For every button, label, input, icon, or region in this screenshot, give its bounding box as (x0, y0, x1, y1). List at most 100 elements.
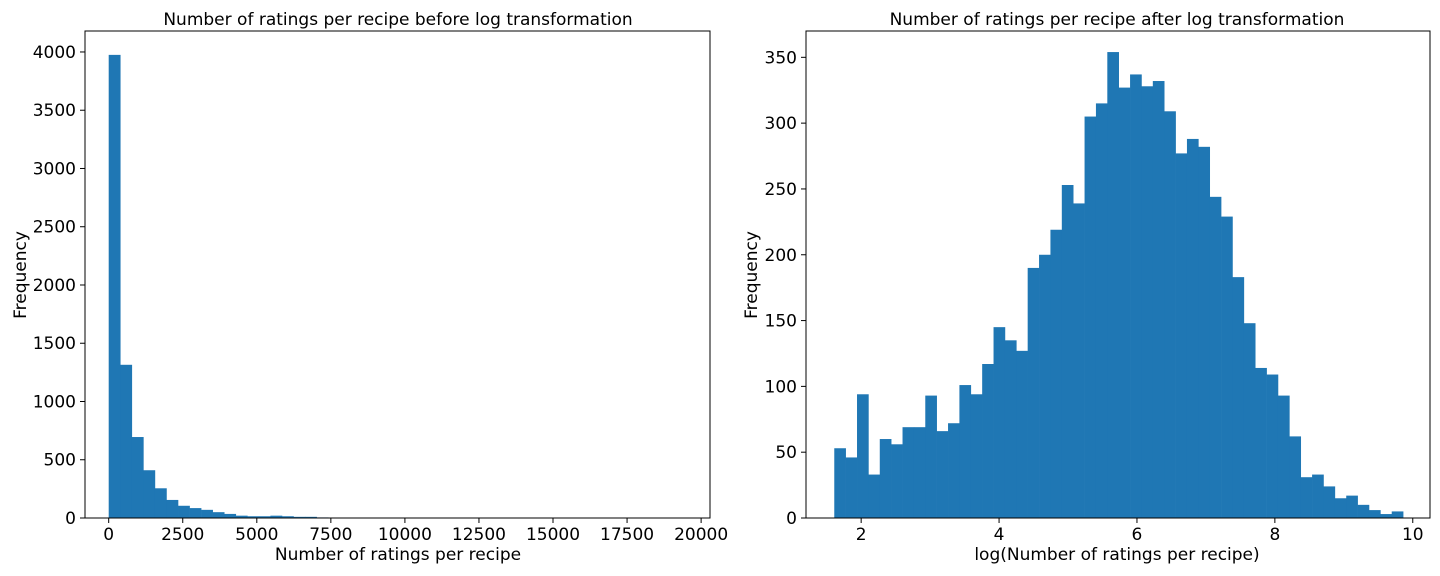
histogram-bar (891, 444, 903, 518)
histogram-bar (936, 431, 949, 518)
histogram-bar (1277, 395, 1290, 518)
y-tick-label: 350 (765, 48, 797, 68)
histogram-bar (902, 427, 915, 518)
histogram-bar (247, 516, 260, 518)
histogram-bar (1107, 52, 1119, 519)
x-tick-label: 2 (856, 525, 867, 545)
x-axis-label: Number of ratings per recipe (275, 545, 521, 565)
y-tick-label: 50 (775, 443, 797, 463)
x-axis-ticks: 2 4 6 8 10 (856, 518, 1424, 545)
y-tick-label: 300 (765, 114, 797, 134)
plot-frame (805, 30, 1431, 519)
histogram-bar (1243, 323, 1256, 518)
histogram-bar (224, 513, 237, 518)
histogram-bar (913, 427, 926, 518)
histogram-bar (258, 516, 271, 518)
histogram-bar (868, 474, 881, 518)
x-tick-label: 8 (1269, 525, 1280, 545)
histogram-bar (1346, 495, 1358, 518)
histogram-bar (1073, 203, 1085, 519)
histogram-bar (120, 364, 133, 518)
x-tick-label: 20000 (674, 525, 728, 545)
x-tick-label: 4 (994, 525, 1005, 545)
histogram-bar (1095, 103, 1108, 518)
histogram-before-log: Number of ratings per recipe before log … (11, 10, 728, 565)
histogram-bar (993, 327, 1006, 518)
histogram-bar (1266, 374, 1279, 518)
histogram-bar (1050, 229, 1063, 518)
y-tick-label: 2000 (33, 276, 76, 296)
histogram-bar (1061, 185, 1074, 518)
x-axis-ticks: 0 2500 5000 7500 10000 12500 15000 17500 20000 (103, 518, 728, 545)
histogram-bar (1221, 216, 1233, 518)
histogram-bar (1289, 436, 1302, 518)
y-axis-ticks: 0 50 100 150 200 250 300 350 (765, 48, 806, 529)
y-tick-label: 0 (786, 509, 797, 529)
x-tick-label: 6 (1132, 525, 1143, 545)
histogram-bar (1368, 510, 1381, 518)
histogram-bar (959, 385, 972, 518)
histogram-bar (1198, 146, 1211, 518)
y-tick-label: 2500 (33, 218, 76, 238)
histogram-bar (1312, 474, 1324, 518)
x-tick-label: 7500 (309, 525, 352, 545)
histogram-bar (1016, 350, 1028, 518)
y-axis-label: Frequency (742, 231, 762, 319)
histogram-bar (1334, 498, 1347, 518)
histogram-bar (270, 515, 283, 518)
y-tick-label: 1500 (33, 334, 76, 354)
histogram-bar (1118, 87, 1131, 518)
histogram-bar (235, 515, 248, 518)
histogram-bar (1004, 340, 1017, 518)
histogram-bar (305, 516, 317, 518)
x-tick-label: 17500 (600, 525, 654, 545)
y-tick-label: 500 (44, 451, 76, 471)
y-tick-label: 1000 (33, 392, 76, 412)
histogram-bar (1255, 367, 1267, 518)
histogram-bar (212, 512, 225, 518)
y-tick-label: 3000 (33, 159, 76, 179)
histogram-bar (970, 394, 983, 518)
x-tick-label: 0 (103, 525, 114, 545)
bars (834, 52, 1404, 519)
y-tick-label: 3500 (33, 101, 76, 121)
histogram-bar (834, 448, 846, 518)
histogram-bar (1209, 196, 1222, 518)
histogram-after-log: Number of ratings per recipe after log t… (742, 10, 1431, 565)
histogram-bar (1391, 511, 1404, 518)
histogram-bar (982, 364, 994, 518)
histogram-bar (1039, 254, 1051, 518)
chart-title: Number of ratings per recipe before log … (163, 10, 632, 30)
y-tick-label: 0 (65, 509, 76, 529)
histogram-bar (166, 499, 179, 518)
histogram-bar (1300, 477, 1313, 518)
histogram-bar (1380, 514, 1393, 518)
histogram-bar (925, 395, 937, 518)
histogram-bar (154, 488, 167, 518)
histogram-bar (1175, 153, 1188, 518)
y-tick-label: 100 (765, 377, 797, 397)
histogram-bar (1186, 138, 1199, 518)
histogram-bar (143, 470, 156, 518)
x-tick-label: 5000 (235, 525, 278, 545)
histogram-bar (189, 508, 202, 518)
histogram-bar (293, 516, 306, 518)
histogram-bar (948, 423, 960, 518)
histogram-bar (108, 54, 121, 518)
chart-title: Number of ratings per recipe after log t… (890, 10, 1345, 30)
x-axis-label: log(Number of ratings per recipe) (974, 545, 1259, 565)
histogram-bar (1164, 111, 1176, 518)
y-axis-ticks: 0 500 1000 1500 2000 2500 3000 3500 4000 (33, 43, 85, 529)
histogram-bar (1130, 74, 1142, 518)
histogram-bar (1141, 86, 1154, 518)
y-tick-label: 4000 (33, 43, 76, 63)
histogram-bar (131, 437, 144, 518)
histogram-bar (1027, 267, 1040, 518)
histogram-bar (201, 509, 213, 518)
histogram-bar (1232, 277, 1245, 518)
histogram-bar (1323, 486, 1336, 518)
histogram-bar (845, 457, 858, 518)
x-tick-label: 2500 (161, 525, 204, 545)
histogram-bar (1084, 116, 1097, 519)
